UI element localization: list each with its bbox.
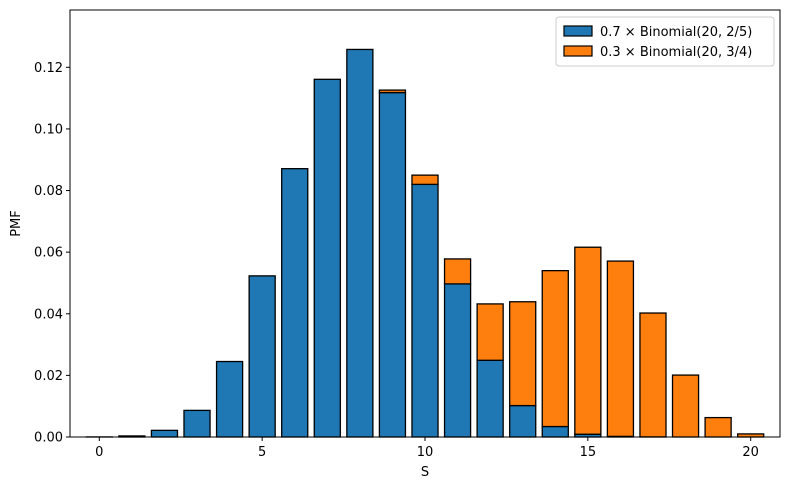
- y-tick-label-4: 0.08: [34, 184, 63, 199]
- x-axis-ticks: 0 5 10 15 20: [95, 437, 759, 460]
- bar-blue-s14: [541, 425, 569, 438]
- bars-layer: [85, 48, 765, 438]
- bar-orange-s9: [378, 89, 407, 94]
- bar-blue-s2: [150, 429, 179, 438]
- bar-orange-s19: [704, 416, 732, 438]
- bar-blue-s8: [346, 48, 374, 438]
- y-tick-label-5: 0.10: [34, 122, 63, 137]
- bar-blue-s11: [443, 283, 472, 438]
- bar-blue-s4: [215, 360, 244, 438]
- y-tick-label-6: 0.12: [34, 61, 63, 76]
- legend-label-orange: 0.3 × Binomial(20, 3/4): [600, 45, 752, 60]
- bar-blue-s10: [411, 183, 439, 438]
- y-tick-label-1: 0.02: [34, 369, 63, 384]
- x-tick-label-5: 5: [258, 445, 266, 460]
- legend-label-blue: 0.7 × Binomial(20, 2/5): [600, 25, 752, 40]
- bar-blue-s3: [183, 409, 211, 438]
- y-tick-label-3: 0.06: [34, 246, 63, 261]
- bar-blue-s6: [281, 168, 309, 438]
- bar-orange-s18: [671, 374, 700, 438]
- x-tick-label-0: 0: [95, 445, 103, 460]
- y-axis-label: PMF: [9, 210, 24, 237]
- legend-swatch-orange: [563, 45, 593, 57]
- y-tick-label-0: 0.00: [34, 431, 63, 446]
- bar-blue-s7: [313, 78, 341, 438]
- bar-blue-s13: [509, 404, 537, 438]
- y-axis-ticks: 0.00 0.02 0.04 0.06 0.08 0.10 0.12: [34, 61, 70, 446]
- legend: 0.7 × Binomial(20, 2/5) 0.3 × Binomial(2…: [555, 16, 775, 67]
- x-tick-label-15: 15: [580, 445, 597, 460]
- legend-box: [555, 16, 775, 67]
- bar-orange-s16: [606, 260, 635, 438]
- legend-swatch-blue: [563, 25, 593, 37]
- y-tick-label-2: 0.04: [34, 307, 63, 322]
- bar-orange-s12: [476, 303, 504, 361]
- x-tick-label-10: 10: [417, 445, 434, 460]
- bar-orange-s10: [411, 174, 439, 186]
- bar-orange-s14: [541, 269, 569, 428]
- bar-orange-s13: [509, 301, 537, 407]
- bar-orange-s11: [443, 258, 472, 285]
- x-tick-label-20: 20: [742, 445, 759, 460]
- x-axis-label: S: [421, 465, 429, 480]
- bar-orange-s15: [574, 246, 602, 435]
- bar-blue-s12: [476, 359, 504, 438]
- bar-blue-s5: [248, 275, 276, 438]
- bar-blue-s9: [378, 91, 407, 438]
- bar-orange-s17: [639, 312, 667, 438]
